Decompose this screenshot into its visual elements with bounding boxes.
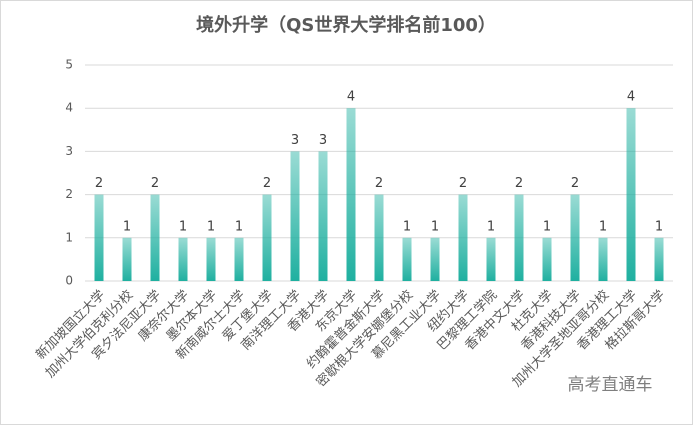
bar bbox=[626, 108, 636, 281]
y-tick-label: 1 bbox=[65, 230, 73, 244]
bar bbox=[178, 237, 188, 281]
data-label: 2 bbox=[151, 176, 159, 191]
data-label: 2 bbox=[263, 176, 271, 191]
bar bbox=[150, 194, 160, 281]
data-label: 4 bbox=[627, 90, 635, 105]
data-label: 1 bbox=[123, 219, 131, 234]
y-tick-label: 0 bbox=[65, 274, 73, 288]
data-label: 3 bbox=[291, 133, 299, 148]
data-label: 1 bbox=[179, 219, 187, 234]
data-label: 1 bbox=[207, 219, 215, 234]
y-tick-label: 2 bbox=[65, 187, 73, 201]
y-tick-label: 4 bbox=[65, 101, 73, 115]
data-label: 2 bbox=[95, 176, 103, 191]
data-label: 4 bbox=[347, 90, 355, 105]
bar bbox=[570, 194, 580, 281]
bar bbox=[346, 108, 356, 281]
bar bbox=[598, 237, 608, 281]
bar bbox=[290, 151, 300, 281]
bar bbox=[458, 194, 468, 281]
data-label: 1 bbox=[655, 219, 663, 234]
bar bbox=[94, 194, 104, 281]
bar bbox=[318, 151, 328, 281]
bar bbox=[122, 237, 132, 281]
bar bbox=[514, 194, 524, 281]
data-label: 1 bbox=[403, 219, 411, 234]
data-label: 2 bbox=[515, 176, 523, 191]
bar bbox=[206, 237, 216, 281]
bar bbox=[402, 237, 412, 281]
watermark: 高考直通车 bbox=[568, 375, 653, 395]
bar bbox=[374, 194, 384, 281]
data-label: 1 bbox=[599, 219, 607, 234]
data-label: 2 bbox=[459, 176, 467, 191]
bar bbox=[654, 237, 664, 281]
y-tick-label: 3 bbox=[65, 144, 73, 158]
bar bbox=[262, 194, 272, 281]
data-label: 1 bbox=[487, 219, 495, 234]
bar bbox=[430, 237, 440, 281]
data-label: 2 bbox=[375, 176, 383, 191]
data-label: 1 bbox=[431, 219, 439, 234]
chart-title: 境外升学（QS世界大学排名前100） bbox=[196, 14, 496, 36]
bar bbox=[486, 237, 496, 281]
bar bbox=[542, 237, 552, 281]
y-tick-label: 5 bbox=[65, 58, 73, 72]
data-label: 3 bbox=[319, 133, 327, 148]
data-label: 1 bbox=[543, 219, 551, 234]
data-label: 1 bbox=[235, 219, 243, 234]
bar bbox=[234, 237, 244, 281]
data-label: 2 bbox=[571, 176, 579, 191]
